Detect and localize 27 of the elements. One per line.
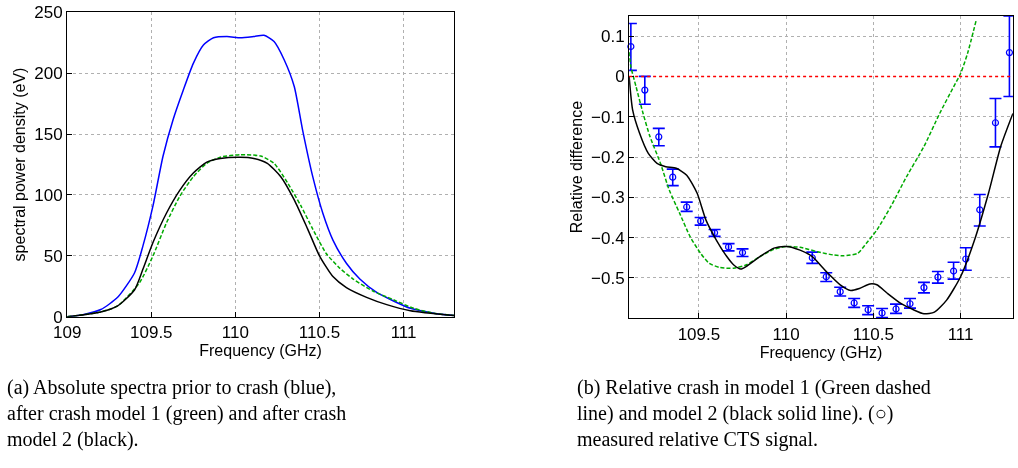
line-series bbox=[629, 19, 978, 270]
y-tick-label: 50 bbox=[43, 246, 63, 266]
x-axis-title: Frequency (GHz) bbox=[759, 343, 883, 361]
x-axis-title: Frequency (GHz) bbox=[199, 342, 322, 360]
y-axis-title: spectral power density (eV) bbox=[11, 67, 29, 262]
y-axis-title: Relative difference bbox=[567, 100, 585, 234]
y-tick-label: 0 bbox=[615, 67, 625, 87]
y-tick-label: 0.1 bbox=[600, 27, 625, 47]
x-tick-label: 110.5 bbox=[852, 324, 894, 344]
y-tick-label: 200 bbox=[34, 64, 63, 84]
x-tick-label: 110 bbox=[772, 324, 800, 344]
text: (a) Absolute spectra prior to crash (blue), after crash model 1 (green) and after crash model 2 (black). bbox=[7, 376, 347, 451]
x-tick-label: 109.5 bbox=[677, 324, 721, 344]
y-tick-label: 150 bbox=[34, 124, 63, 144]
y-tick-label: −0.4 bbox=[591, 228, 625, 248]
y-tick-label: −0.3 bbox=[591, 188, 625, 208]
y-tick-label: −0.1 bbox=[591, 107, 625, 127]
y-tick-label: −0.5 bbox=[591, 268, 625, 288]
y-tick-label: 250 bbox=[34, 3, 63, 23]
text: (b) Relative crash in model 1 (Green dashed line) and model 2 (black solid line). (○) measured relative CTS signal. bbox=[577, 376, 931, 451]
x-tick-label: 111 bbox=[947, 324, 974, 344]
y-tick-label: 100 bbox=[34, 185, 63, 205]
x-tick-label: 109.5 bbox=[130, 323, 173, 343]
x-tick-label: 110.5 bbox=[298, 323, 341, 343]
x-tick-label: 111 bbox=[390, 323, 417, 343]
y-tick-label: −0.2 bbox=[591, 147, 625, 167]
x-tick-label: 110 bbox=[221, 323, 249, 343]
